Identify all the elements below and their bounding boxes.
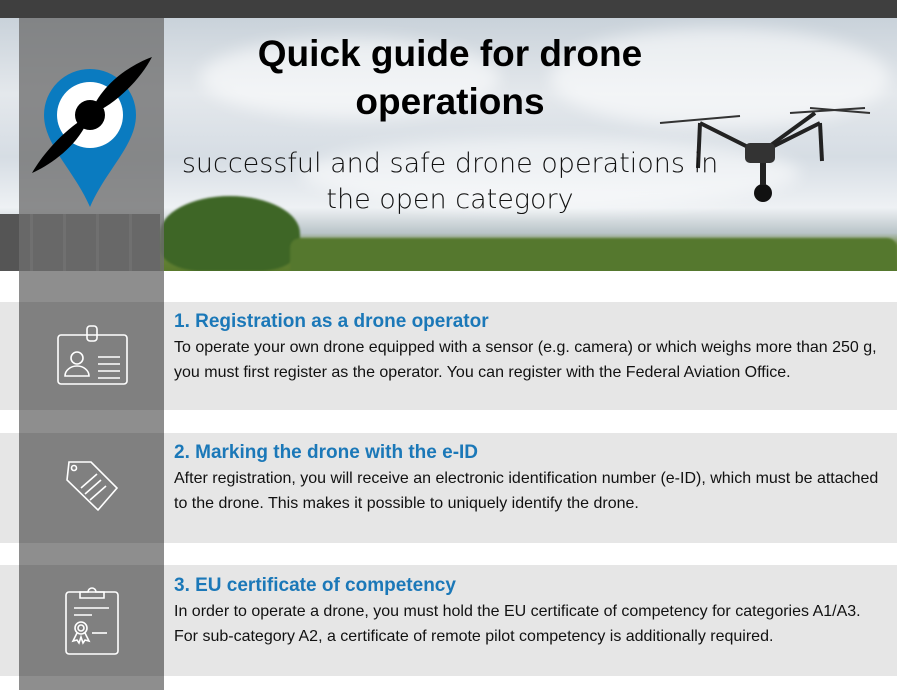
id-badge-icon (57, 325, 128, 385)
logo-icon (32, 57, 152, 207)
section-icon-cell (19, 565, 164, 676)
section-body: After registration, you will receive an … (174, 470, 879, 512)
viewer-toolbar (0, 0, 897, 18)
section-heading: 2. Marking the drone with the e-ID (174, 442, 479, 463)
page-subtitle: successful and safe drone operations in … (181, 148, 719, 215)
drone-photo (659, 107, 871, 202)
certificate-clipboard-icon (65, 587, 119, 655)
page-title: Quick guide for drone operations (257, 33, 643, 122)
section-body: To operate your own drone equipped with … (174, 339, 877, 381)
section-heading: 1. Registration as a drone operator (174, 311, 489, 332)
section-icon-cell (19, 302, 164, 410)
tag-icon (66, 461, 119, 512)
section-body: In order to operate a drone, you must ho… (174, 603, 861, 645)
section-heading: 3. EU certificate of competency (174, 575, 456, 596)
